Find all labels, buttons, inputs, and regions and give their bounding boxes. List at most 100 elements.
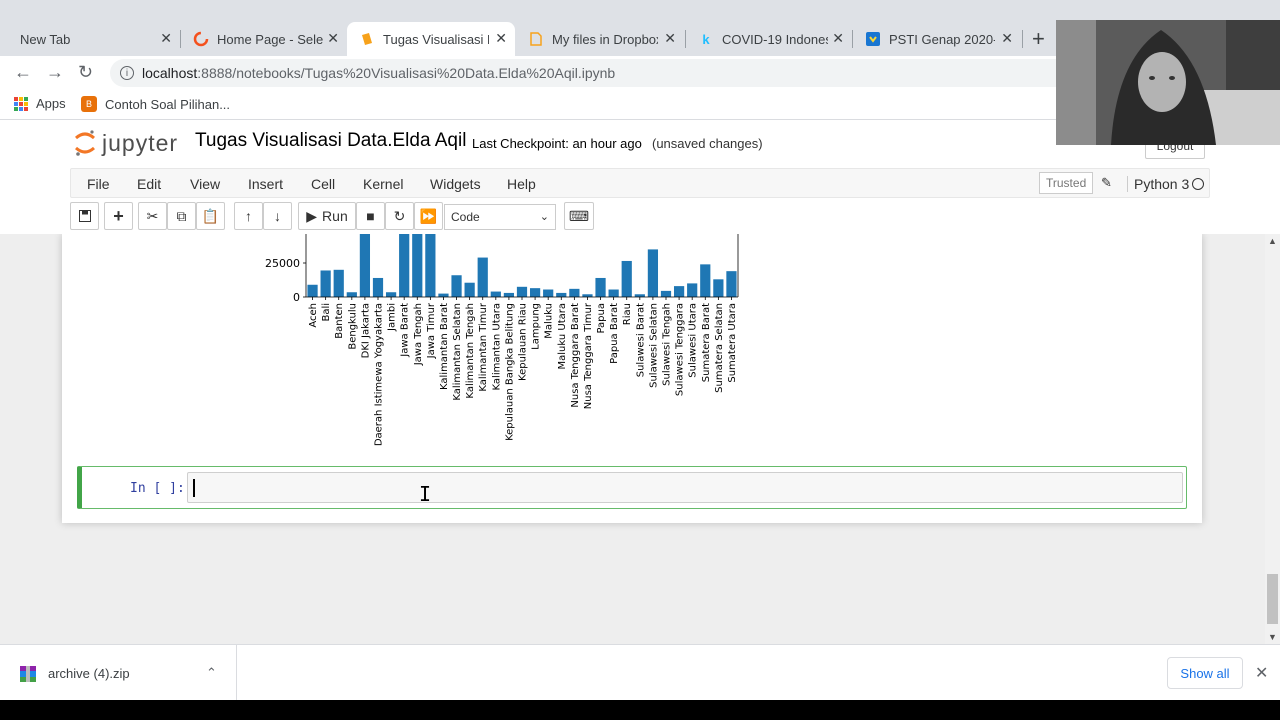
- close-icon[interactable]: ✕: [327, 30, 339, 46]
- scroll-down-icon[interactable]: ▼: [1268, 632, 1277, 642]
- tab-title: New Tab: [20, 31, 71, 47]
- move-up-button[interactable]: ↑: [234, 202, 263, 230]
- bar: [412, 234, 423, 297]
- jupyter-logo[interactable]: jupyter: [74, 129, 178, 157]
- notebook-title[interactable]: Tugas Visualisasi Data.Elda Aqil: [195, 130, 467, 151]
- x-tick-label: Sulawesi Selatan: [648, 303, 659, 388]
- text-cursor-icon: I: [419, 482, 432, 506]
- url-path: :8888/notebooks/Tugas%20Visualisasi%20Da…: [197, 65, 616, 81]
- bookmark-contoh-soal[interactable]: B Contoh Soal Pilihan...: [81, 96, 230, 112]
- taskbar: [0, 700, 1280, 720]
- trusted-indicator[interactable]: Trusted: [1039, 172, 1094, 194]
- interrupt-button[interactable]: ■: [356, 202, 385, 230]
- cut-button[interactable]: ✂: [138, 202, 167, 230]
- x-tick-label: Sulawesi Barat: [635, 303, 646, 377]
- back-arrow-icon[interactable]: ←: [14, 62, 32, 82]
- tab-home-page[interactable]: Home Page - Select ✕: [181, 22, 347, 56]
- x-tick-label: Papua: [596, 303, 607, 334]
- x-tick-label: Sulawesi Tenggara: [675, 303, 686, 396]
- pencil-icon[interactable]: ✎: [1101, 175, 1112, 190]
- menu-help[interactable]: Help: [507, 176, 536, 192]
- text-caret: [193, 479, 195, 497]
- code-cell[interactable]: In [ ]:: [77, 466, 1187, 509]
- run-button[interactable]: ▶ Run: [298, 202, 356, 230]
- menu-insert[interactable]: Insert: [248, 176, 284, 192]
- kernel-name[interactable]: Python 3: [1127, 176, 1189, 192]
- insert-cell-button[interactable]: +: [104, 202, 133, 230]
- menu-view[interactable]: View: [190, 176, 221, 192]
- menu-cell[interactable]: Cell: [311, 176, 336, 192]
- x-tick-label: DKI Jakarta: [360, 303, 371, 358]
- close-icon[interactable]: ✕: [495, 30, 507, 46]
- chevron-up-icon[interactable]: ⌃: [206, 665, 217, 680]
- fast-forward-icon: ⏩: [419, 207, 438, 224]
- close-icon[interactable]: ✕: [832, 30, 844, 46]
- tab-tugas-visualisasi[interactable]: Tugas Visualisasi Da ✕: [347, 22, 515, 56]
- run-label: Run: [322, 208, 348, 224]
- file-icon: [528, 31, 544, 47]
- reload-icon[interactable]: ↻: [78, 62, 94, 82]
- bar: [451, 275, 462, 297]
- bar: [647, 249, 659, 297]
- tab-covid19[interactable]: k COVID-19 Indonesi ✕: [686, 22, 852, 56]
- page-scrollbar[interactable]: ▲ ▼: [1265, 234, 1280, 644]
- new-tab-button[interactable]: +: [1032, 26, 1045, 51]
- kernel-idle-icon: [1192, 178, 1204, 190]
- k-icon: k: [702, 31, 710, 47]
- chevron-down-icon: ⌄: [539, 211, 549, 223]
- scroll-thumb[interactable]: [1267, 574, 1278, 624]
- menu-file[interactable]: File: [87, 176, 110, 192]
- bookmark-apps[interactable]: Apps: [14, 96, 66, 111]
- x-tick-label: Jawa Timur: [426, 302, 437, 359]
- close-icon[interactable]: ✕: [664, 30, 676, 46]
- bar: [556, 292, 567, 297]
- paste-button[interactable]: 📋: [196, 202, 225, 230]
- close-icon[interactable]: ✕: [1255, 665, 1269, 682]
- address-bar[interactable]: i localhost:8888/notebooks/Tugas%20Visua…: [110, 59, 1070, 87]
- x-tick-label: Papua Barat: [609, 303, 620, 364]
- arrow-up-icon: ↑: [245, 208, 252, 224]
- bar: [359, 234, 371, 297]
- tab-title: Tugas Visualisasi Da: [383, 31, 489, 47]
- restart-run-all-button[interactable]: ⏩: [414, 202, 443, 230]
- stop-icon: ■: [366, 208, 375, 224]
- jupyter-logo-text: jupyter: [102, 129, 179, 156]
- bar: [634, 294, 645, 297]
- close-icon[interactable]: ✕: [160, 30, 172, 46]
- x-tick-label: Sumatera Barat: [701, 303, 712, 382]
- bar: [687, 283, 698, 297]
- menu-edit[interactable]: Edit: [137, 176, 162, 192]
- tab-title: My files in Dropbox: [552, 31, 658, 47]
- x-tick-label: Banten: [334, 303, 345, 339]
- bar: [726, 271, 737, 297]
- copy-button[interactable]: ⧉: [167, 202, 196, 230]
- cell-type-select[interactable]: Code ⌄: [444, 204, 556, 230]
- bar: [346, 292, 357, 297]
- download-item[interactable]: archive (4).zip ⌃: [0, 645, 237, 701]
- restart-button[interactable]: ↻: [385, 202, 414, 230]
- blogger-icon: B: [81, 96, 97, 112]
- bar: [582, 294, 593, 297]
- bar: [307, 284, 318, 297]
- show-all-downloads-button[interactable]: Show all: [1167, 657, 1243, 689]
- tab-dropbox[interactable]: My files in Dropbox ✕: [516, 22, 684, 56]
- save-button[interactable]: [70, 202, 99, 230]
- x-tick-label: Lampung: [531, 303, 542, 350]
- code-editor[interactable]: [187, 472, 1183, 503]
- tab-new-tab[interactable]: New Tab ✕: [8, 22, 180, 56]
- scroll-up-icon[interactable]: ▲: [1268, 236, 1277, 246]
- close-icon[interactable]: ✕: [1001, 30, 1013, 46]
- bar: [700, 264, 711, 297]
- menu-widgets[interactable]: Widgets: [430, 176, 481, 192]
- command-palette-button[interactable]: ⌨: [564, 202, 594, 230]
- info-icon[interactable]: i: [120, 66, 134, 80]
- tab-title: COVID-19 Indonesi: [722, 31, 828, 47]
- tab-psti-genap[interactable]: PSTI Genap 2020-2 ✕: [853, 22, 1021, 56]
- forward-arrow-icon[interactable]: →: [46, 62, 64, 82]
- x-tick-label: Bali: [321, 303, 332, 322]
- bar: [399, 234, 410, 297]
- move-down-button[interactable]: ↓: [263, 202, 292, 230]
- menu-kernel[interactable]: Kernel: [363, 176, 404, 192]
- x-tick-label: Sumatera Utara: [727, 303, 738, 383]
- bar: [516, 286, 528, 297]
